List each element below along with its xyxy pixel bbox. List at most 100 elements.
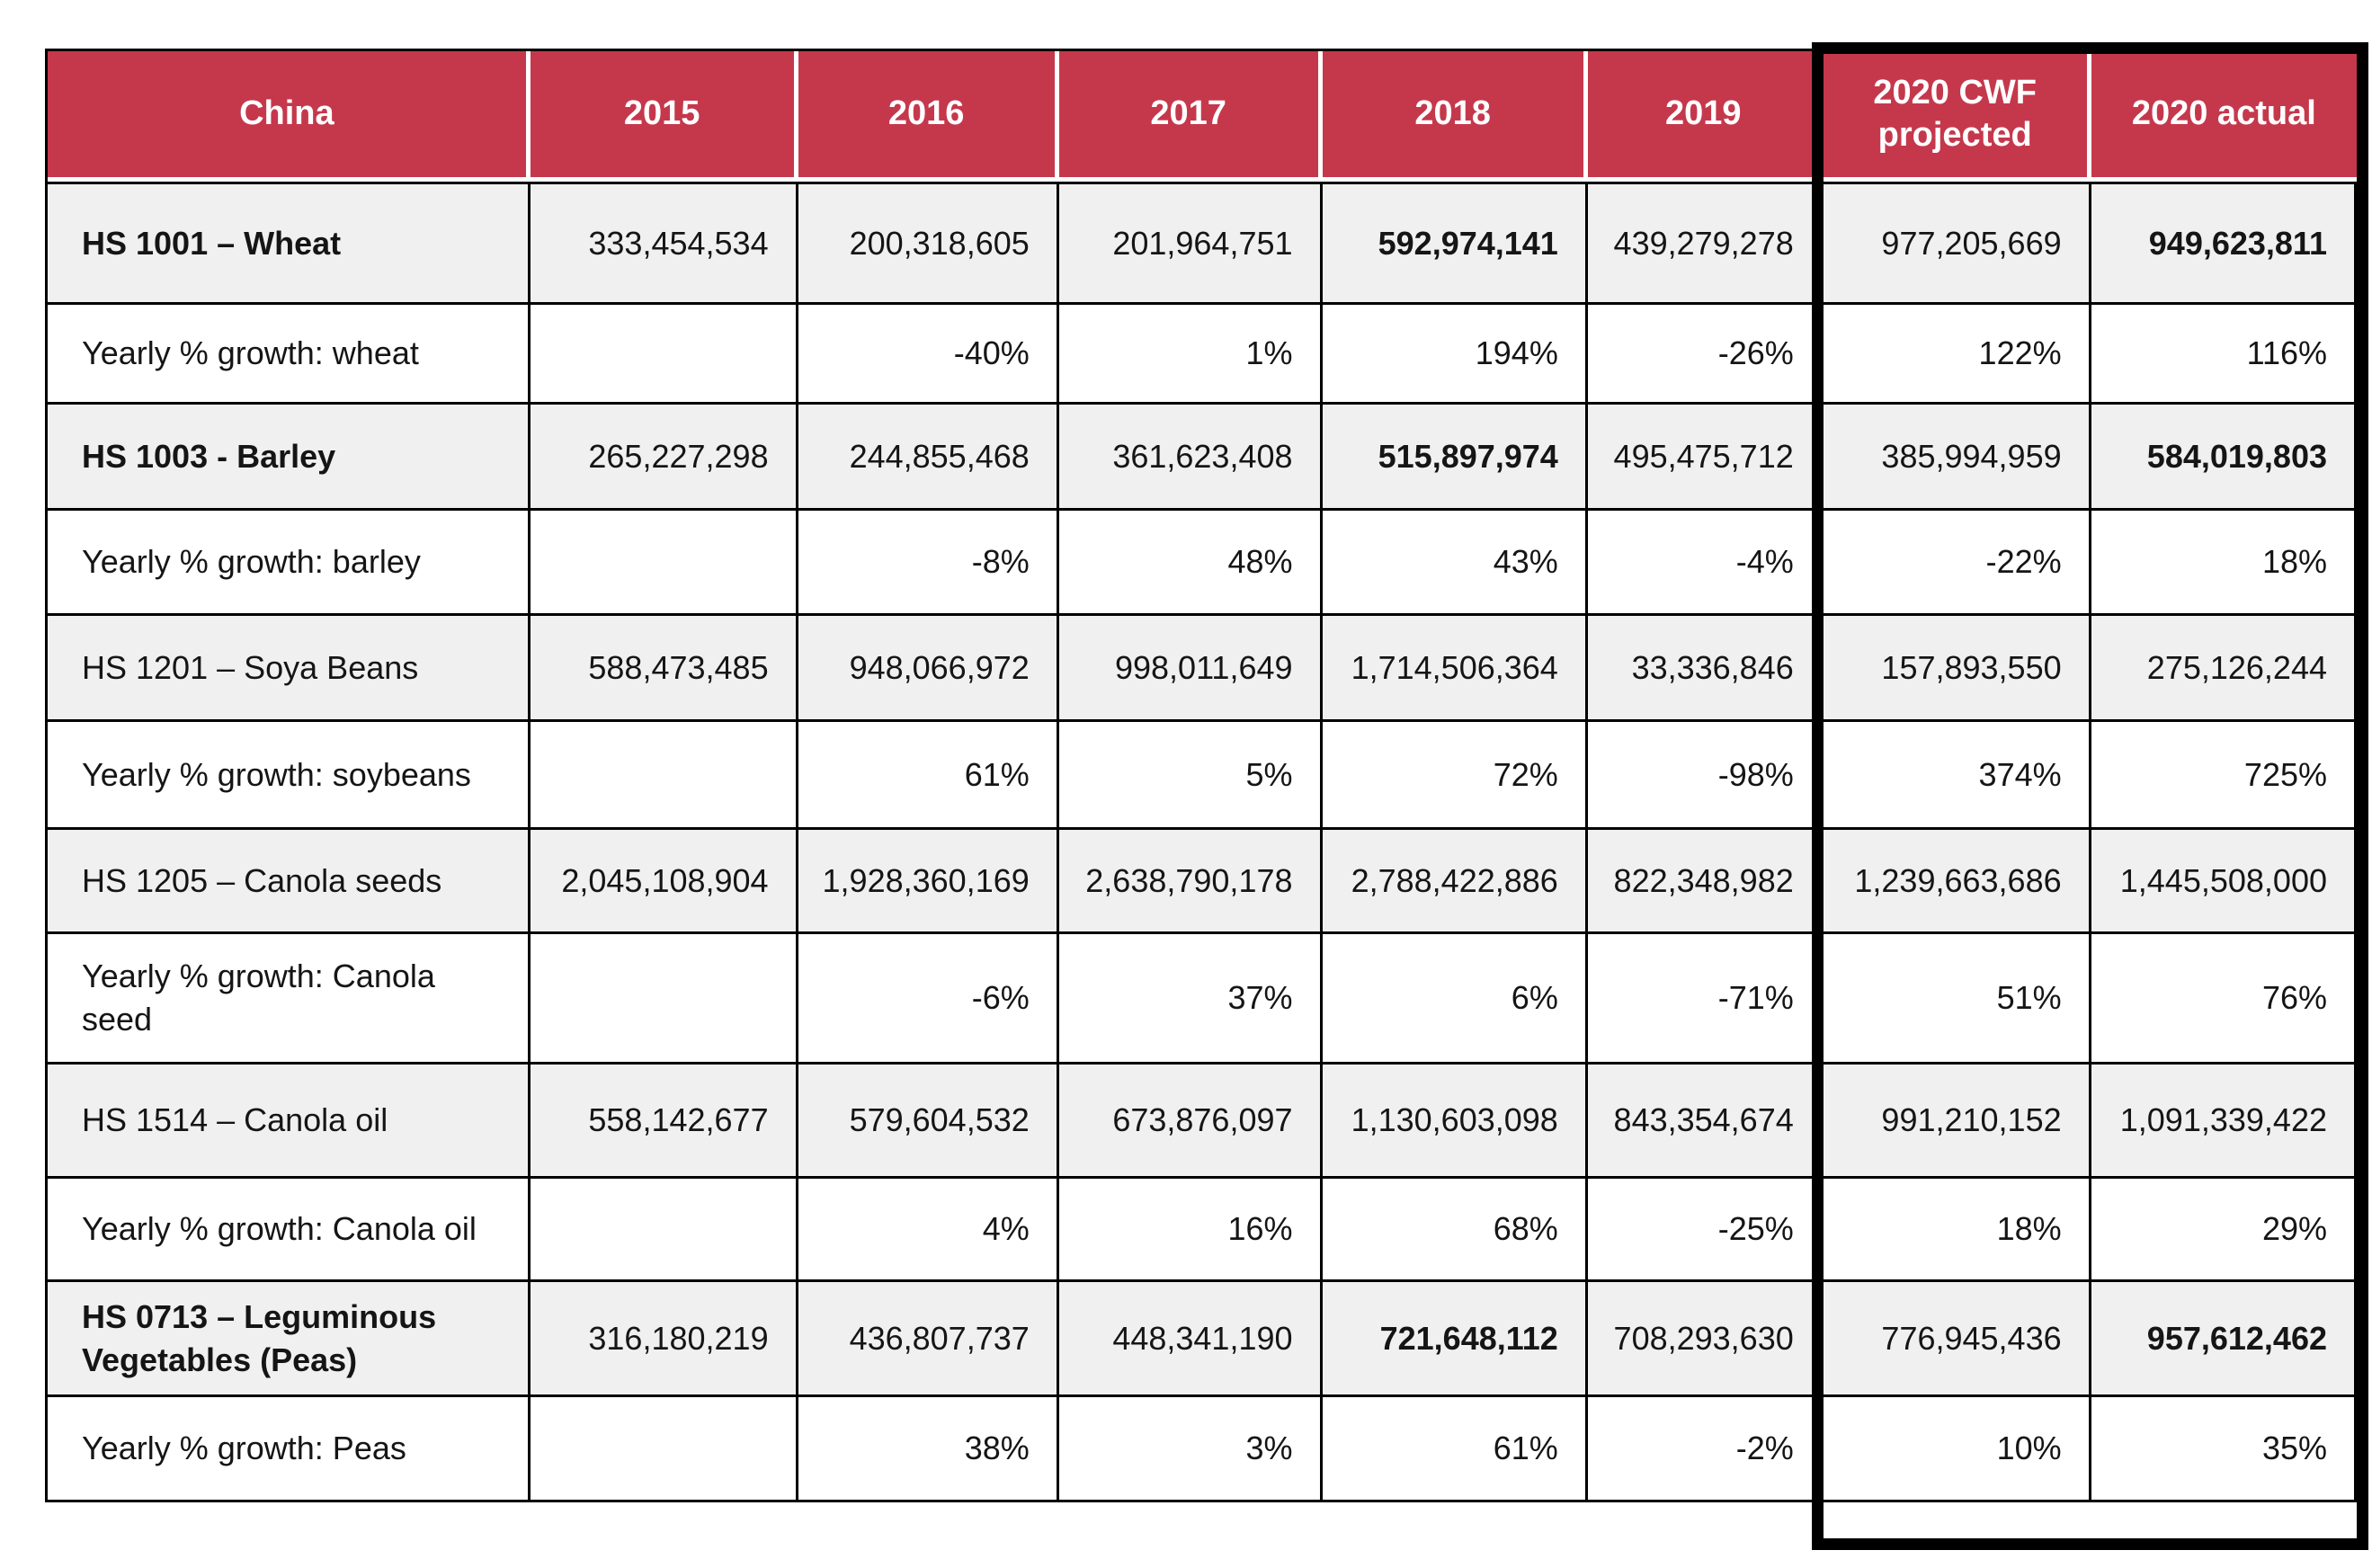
value-cell: 10% [1823, 1394, 2091, 1500]
value-cell: 588,473,485 [530, 613, 798, 719]
row-label: HS 1201 – Soya Beans [48, 613, 531, 719]
row-label: Yearly % growth: Canola seed [48, 931, 531, 1062]
table-header: China 2015 2016 2017 2018 2019 2020 CWF projec… [48, 51, 2357, 182]
value-cell: 843,354,674 [1587, 1062, 1824, 1176]
value-cell: 2,638,790,178 [1058, 827, 1323, 931]
value-cell: 436,807,737 [798, 1279, 1059, 1394]
value-cell [530, 719, 798, 827]
value-cell: -26% [1587, 302, 1824, 402]
value-cell: 18% [2091, 508, 2357, 613]
china-imports-table: China 2015 2016 2017 2018 2019 2020 CWF projec… [45, 49, 2359, 1502]
value-cell: 991,210,152 [1823, 1062, 2091, 1176]
value-cell: 316,180,219 [530, 1279, 798, 1394]
value-cell: 157,893,550 [1823, 613, 2091, 719]
value-cell [530, 1176, 798, 1279]
value-cell: -98% [1587, 719, 1824, 827]
value-cell: 5% [1058, 719, 1323, 827]
table-row: HS 0713 – Leguminous Vegetables (Peas) 31… [48, 1279, 2357, 1394]
row-label: Yearly % growth: barley [48, 508, 531, 613]
value-cell: 558,142,677 [530, 1062, 798, 1176]
table-body: HS 1001 – Wheat 333,454,534 200,318,605 201… [48, 182, 2357, 1500]
value-cell: 977,205,669 [1823, 182, 2091, 302]
value-cell: 122% [1823, 302, 2091, 402]
value-cell: 6% [1322, 931, 1588, 1062]
value-cell: -71% [1587, 931, 1824, 1062]
value-cell: 1% [1058, 302, 1323, 402]
value-cell: 35% [2091, 1394, 2357, 1500]
value-cell: 33,336,846 [1587, 613, 1824, 719]
value-cell: 76% [2091, 931, 2357, 1062]
value-cell: -22% [1823, 508, 2091, 613]
row-label: Yearly % growth: soybeans [48, 719, 531, 827]
value-cell: -25% [1587, 1176, 1824, 1279]
value-cell: 776,945,436 [1823, 1279, 2091, 1394]
value-cell: 200,318,605 [798, 182, 1059, 302]
value-cell: -2% [1587, 1394, 1824, 1500]
value-cell: 4% [798, 1176, 1059, 1279]
value-cell: 725% [2091, 719, 2357, 827]
value-cell: 579,604,532 [798, 1062, 1059, 1176]
value-cell: 949,623,811 [2091, 182, 2357, 302]
value-cell: 1,714,506,364 [1322, 613, 1588, 719]
row-label: HS 1205 – Canola seeds [48, 827, 531, 931]
value-cell: 275,126,244 [2091, 613, 2357, 719]
value-cell: 515,897,974 [1322, 402, 1588, 508]
value-cell [530, 1394, 798, 1500]
value-cell: 495,475,712 [1587, 402, 1824, 508]
value-cell: 29% [2091, 1176, 2357, 1279]
value-cell [530, 508, 798, 613]
column-header-2017: 2017 [1058, 51, 1323, 182]
value-cell: 998,011,649 [1058, 613, 1323, 719]
value-cell: 1,928,360,169 [798, 827, 1059, 931]
table-row: Yearly % growth: Canola oil 4% 16% 68% -25% 1… [48, 1176, 2357, 1279]
value-cell: 822,348,982 [1587, 827, 1824, 931]
value-cell: 439,279,278 [1587, 182, 1824, 302]
value-cell: 374% [1823, 719, 2091, 827]
row-label: HS 1514 – Canola oil [48, 1062, 531, 1176]
value-cell: 3% [1058, 1394, 1323, 1500]
value-cell [530, 302, 798, 402]
value-cell: 448,341,190 [1058, 1279, 1323, 1394]
table-row: Yearly % growth: Canola seed -6% 37% 6% -71%… [48, 931, 2357, 1062]
column-header-2015: 2015 [530, 51, 798, 182]
value-cell: 37% [1058, 931, 1323, 1062]
value-cell: 1,130,603,098 [1322, 1062, 1588, 1176]
value-cell: 1,091,339,422 [2091, 1062, 2357, 1176]
value-cell: 38% [798, 1394, 1059, 1500]
row-label: HS 1001 – Wheat [48, 182, 531, 302]
table-row: Yearly % growth: Peas 38% 3% 61% -2% 10% 35% [48, 1394, 2357, 1500]
column-header-2020-actual: 2020 actual [2091, 51, 2357, 182]
value-cell: 1,445,508,000 [2091, 827, 2357, 931]
value-cell: 721,648,112 [1322, 1279, 1588, 1394]
value-cell: 584,019,803 [2091, 402, 2357, 508]
value-cell: -6% [798, 931, 1059, 1062]
table-row: HS 1201 – Soya Beans 588,473,485 948,066,9… [48, 613, 2357, 719]
value-cell: 68% [1322, 1176, 1588, 1279]
value-cell: 948,066,972 [798, 613, 1059, 719]
value-cell: 72% [1322, 719, 1588, 827]
value-cell: 265,227,298 [530, 402, 798, 508]
value-cell: 116% [2091, 302, 2357, 402]
value-cell: 61% [798, 719, 1059, 827]
value-cell: 16% [1058, 1176, 1323, 1279]
header-row: China 2015 2016 2017 2018 2019 2020 CWF projec… [48, 51, 2357, 182]
value-cell: 673,876,097 [1058, 1062, 1323, 1176]
table-row: Yearly % growth: barley -8% 48% 43% -4% -22% 1… [48, 508, 2357, 613]
value-cell: 333,454,534 [530, 182, 798, 302]
row-label: HS 1003 - Barley [48, 402, 531, 508]
value-cell: 708,293,630 [1587, 1279, 1824, 1394]
row-label: Yearly % growth: Peas [48, 1394, 531, 1500]
value-cell: 244,855,468 [798, 402, 1059, 508]
column-header-2018: 2018 [1322, 51, 1588, 182]
value-cell: 43% [1322, 508, 1588, 613]
value-cell: 2,045,108,904 [530, 827, 798, 931]
value-cell: 592,974,141 [1322, 182, 1588, 302]
row-label: Yearly % growth: wheat [48, 302, 531, 402]
value-cell: 18% [1823, 1176, 2091, 1279]
value-cell: 194% [1322, 302, 1588, 402]
value-cell: 61% [1322, 1394, 1588, 1500]
table-row: HS 1205 – Canola seeds 2,045,108,904 1,928… [48, 827, 2357, 931]
row-label: Yearly % growth: Canola oil [48, 1176, 531, 1279]
value-cell: 2,788,422,886 [1322, 827, 1588, 931]
column-header-china: China [48, 51, 531, 182]
